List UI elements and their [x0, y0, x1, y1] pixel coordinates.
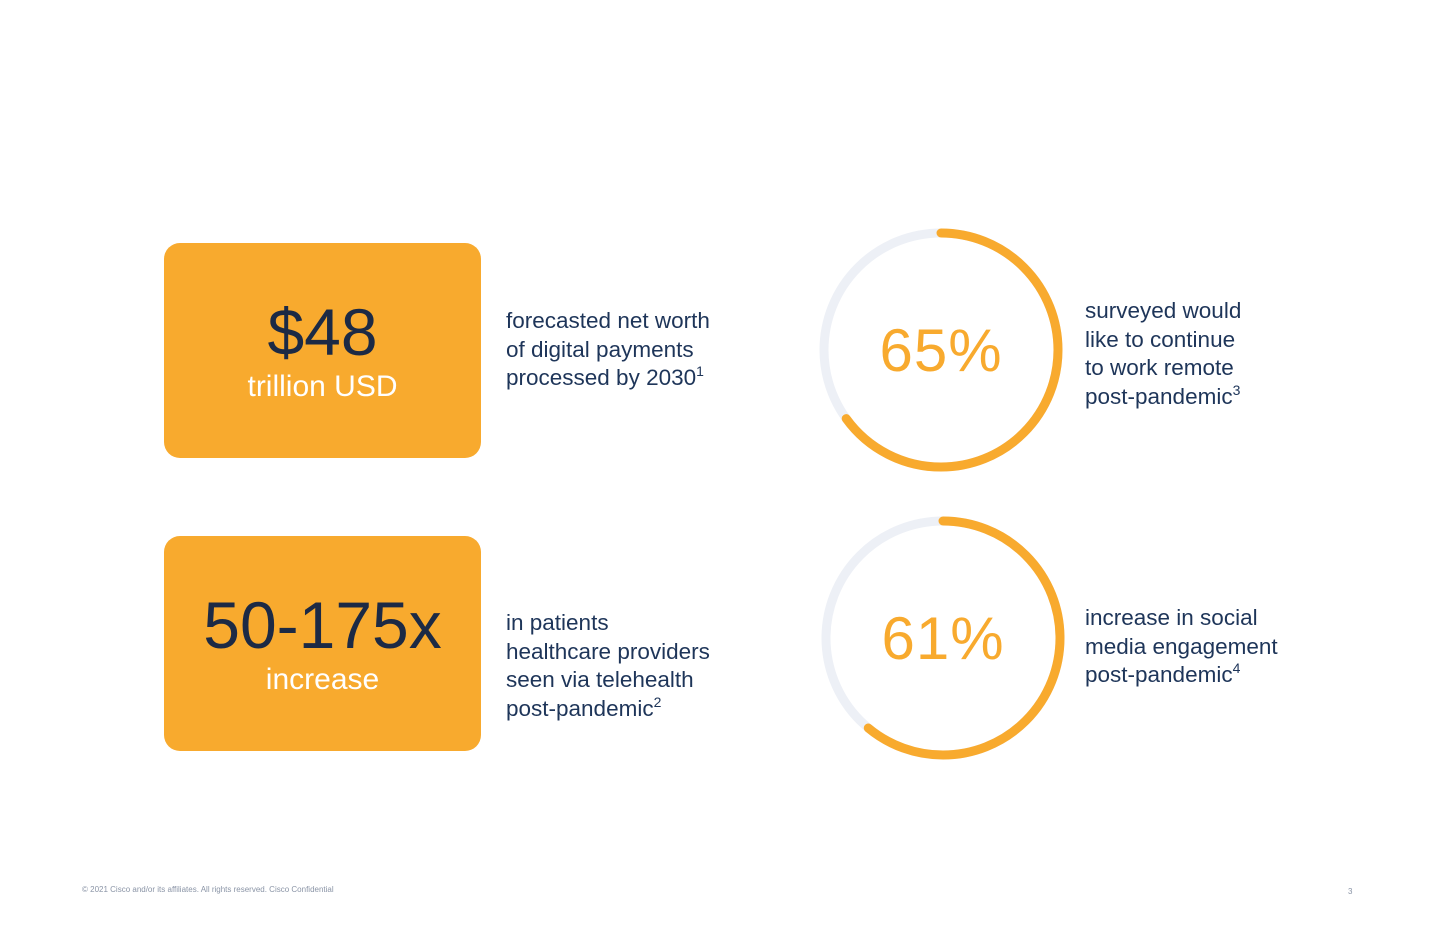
stat-description-telehealth: in patients healthcare providers seen vi… [506, 609, 710, 723]
description-line: healthcare providers [506, 638, 710, 664]
description-line: to work remote [1085, 355, 1234, 380]
description-line: increase in social [1085, 605, 1258, 630]
description-line: post-pandemic2 [506, 693, 662, 721]
description-line: seen via telehealth [506, 667, 694, 692]
stat-description-payments: forecasted net worth of digital payments… [506, 307, 710, 393]
ring-percent-label: 61% [881, 604, 1005, 672]
description-line: of digital payments [506, 336, 694, 362]
stat-unit: trillion USD [247, 369, 398, 403]
description-line: surveyed would [1085, 298, 1242, 323]
stat-value: $48 [267, 294, 378, 369]
stat-value: 50-175x [203, 587, 442, 662]
description-line: media engagement [1085, 633, 1278, 659]
footnote-marker: 4 [1232, 660, 1241, 676]
stat-unit: increase [265, 662, 380, 696]
stat-card-payments: $48 trillion USD [164, 243, 481, 458]
description-line: post-pandemic4 [1085, 660, 1241, 687]
progress-ring-social-media: 61% [818, 513, 1068, 763]
ring-progress-arc [821, 516, 1065, 760]
description-line: forecasted net worth [506, 308, 710, 333]
ring-graphic [821, 516, 1065, 760]
ring-description-social-media: increase in social media engagement post… [1085, 604, 1278, 690]
description-line: like to continue [1085, 326, 1236, 352]
footer-copyright: © 2021 Cisco and/or its affiliates. All … [82, 885, 334, 894]
description-line: processed by 20301 [506, 363, 704, 390]
description-line: post-pandemic3 [1085, 381, 1241, 409]
footnote-marker: 3 [1232, 381, 1241, 398]
progress-ring-remote-work: 65% [816, 225, 1066, 475]
stat-card-telehealth: 50-175x increase [164, 536, 481, 751]
page-number: 3 [1348, 887, 1353, 896]
ring-percent-label: 65% [879, 316, 1003, 384]
footnote-marker: 1 [696, 363, 704, 379]
ring-description-remote-work: surveyed would like to continue to work … [1085, 297, 1241, 411]
ring-progress-arc [819, 228, 1063, 472]
footnote-marker: 2 [653, 693, 662, 710]
ring-graphic [819, 228, 1063, 472]
description-line: in patients [506, 610, 609, 635]
